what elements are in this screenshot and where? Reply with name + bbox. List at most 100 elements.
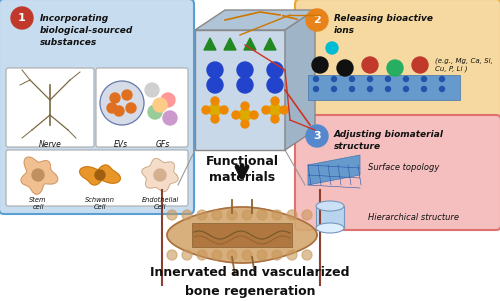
Circle shape bbox=[337, 60, 353, 76]
Circle shape bbox=[182, 210, 192, 220]
Circle shape bbox=[207, 62, 223, 78]
Circle shape bbox=[306, 125, 328, 147]
Circle shape bbox=[209, 104, 221, 116]
Polygon shape bbox=[244, 38, 256, 50]
Circle shape bbox=[422, 76, 426, 82]
Circle shape bbox=[242, 250, 252, 260]
Text: GFs: GFs bbox=[156, 140, 170, 149]
Circle shape bbox=[163, 111, 177, 125]
Circle shape bbox=[197, 210, 207, 220]
Polygon shape bbox=[195, 30, 285, 150]
Circle shape bbox=[237, 77, 253, 93]
Circle shape bbox=[95, 170, 105, 180]
Circle shape bbox=[211, 115, 219, 123]
Circle shape bbox=[404, 76, 408, 82]
Polygon shape bbox=[204, 38, 216, 50]
Circle shape bbox=[227, 250, 237, 260]
Polygon shape bbox=[308, 75, 460, 100]
Polygon shape bbox=[308, 155, 360, 185]
Circle shape bbox=[237, 62, 253, 78]
Circle shape bbox=[227, 210, 237, 220]
Polygon shape bbox=[285, 10, 315, 150]
Circle shape bbox=[387, 60, 403, 76]
Circle shape bbox=[269, 104, 281, 116]
Circle shape bbox=[412, 57, 428, 73]
FancyBboxPatch shape bbox=[295, 115, 500, 230]
Circle shape bbox=[350, 76, 354, 82]
Text: Functional
materials: Functional materials bbox=[206, 155, 279, 184]
Text: (e.g., Mg, Ca, Si,
Cu, P, Li ): (e.g., Mg, Ca, Si, Cu, P, Li ) bbox=[435, 57, 493, 73]
Text: Nerve: Nerve bbox=[38, 140, 62, 149]
Circle shape bbox=[262, 106, 270, 114]
Circle shape bbox=[122, 90, 132, 100]
Text: Surface topology: Surface topology bbox=[368, 163, 440, 172]
Circle shape bbox=[287, 250, 297, 260]
FancyBboxPatch shape bbox=[96, 68, 188, 147]
Circle shape bbox=[272, 210, 282, 220]
Circle shape bbox=[267, 62, 283, 78]
Circle shape bbox=[287, 210, 297, 220]
Polygon shape bbox=[224, 38, 236, 50]
Circle shape bbox=[212, 250, 222, 260]
Circle shape bbox=[207, 77, 223, 93]
Circle shape bbox=[167, 250, 177, 260]
Circle shape bbox=[148, 105, 162, 119]
Circle shape bbox=[368, 76, 372, 82]
Circle shape bbox=[232, 111, 240, 119]
Circle shape bbox=[241, 102, 249, 110]
Circle shape bbox=[126, 103, 136, 113]
Circle shape bbox=[332, 86, 336, 92]
Polygon shape bbox=[316, 206, 344, 228]
Text: Releasing bioactive
ions: Releasing bioactive ions bbox=[334, 14, 433, 35]
Polygon shape bbox=[264, 38, 276, 50]
Text: Hierarchical structure: Hierarchical structure bbox=[368, 213, 459, 222]
Circle shape bbox=[202, 106, 210, 114]
Circle shape bbox=[368, 86, 372, 92]
Circle shape bbox=[302, 210, 312, 220]
Polygon shape bbox=[192, 223, 292, 247]
Circle shape bbox=[257, 210, 267, 220]
Polygon shape bbox=[195, 10, 315, 30]
Circle shape bbox=[242, 210, 252, 220]
Circle shape bbox=[306, 9, 328, 31]
Text: 2: 2 bbox=[313, 15, 321, 25]
Circle shape bbox=[267, 77, 283, 93]
Text: Schwann
Cell: Schwann Cell bbox=[85, 197, 115, 210]
Circle shape bbox=[220, 106, 228, 114]
Circle shape bbox=[280, 106, 288, 114]
Text: 1: 1 bbox=[18, 13, 26, 23]
Circle shape bbox=[212, 210, 222, 220]
Circle shape bbox=[386, 86, 390, 92]
Text: 3: 3 bbox=[313, 131, 321, 141]
Text: Stem
cell: Stem cell bbox=[29, 197, 47, 210]
Circle shape bbox=[314, 76, 318, 82]
Polygon shape bbox=[142, 158, 178, 191]
Circle shape bbox=[350, 86, 354, 92]
Circle shape bbox=[32, 169, 44, 181]
Circle shape bbox=[422, 86, 426, 92]
FancyBboxPatch shape bbox=[6, 150, 188, 206]
Circle shape bbox=[197, 250, 207, 260]
Circle shape bbox=[440, 86, 444, 92]
Circle shape bbox=[161, 93, 175, 107]
Circle shape bbox=[154, 169, 166, 181]
Ellipse shape bbox=[316, 223, 344, 233]
Circle shape bbox=[272, 250, 282, 260]
Circle shape bbox=[145, 83, 159, 97]
Text: EVs: EVs bbox=[114, 140, 128, 149]
FancyBboxPatch shape bbox=[0, 0, 194, 214]
Circle shape bbox=[239, 109, 251, 121]
Circle shape bbox=[404, 86, 408, 92]
FancyBboxPatch shape bbox=[295, 0, 500, 119]
Circle shape bbox=[211, 97, 219, 105]
Circle shape bbox=[271, 115, 279, 123]
Circle shape bbox=[100, 81, 144, 125]
Circle shape bbox=[11, 7, 33, 29]
Circle shape bbox=[326, 42, 338, 54]
Polygon shape bbox=[167, 207, 317, 263]
Circle shape bbox=[386, 76, 390, 82]
Circle shape bbox=[250, 111, 258, 119]
Circle shape bbox=[302, 250, 312, 260]
Text: Endothelial
Cell: Endothelial Cell bbox=[142, 197, 178, 210]
Text: Incorporating
biological-sourced
substances: Incorporating biological-sourced substan… bbox=[40, 14, 134, 47]
